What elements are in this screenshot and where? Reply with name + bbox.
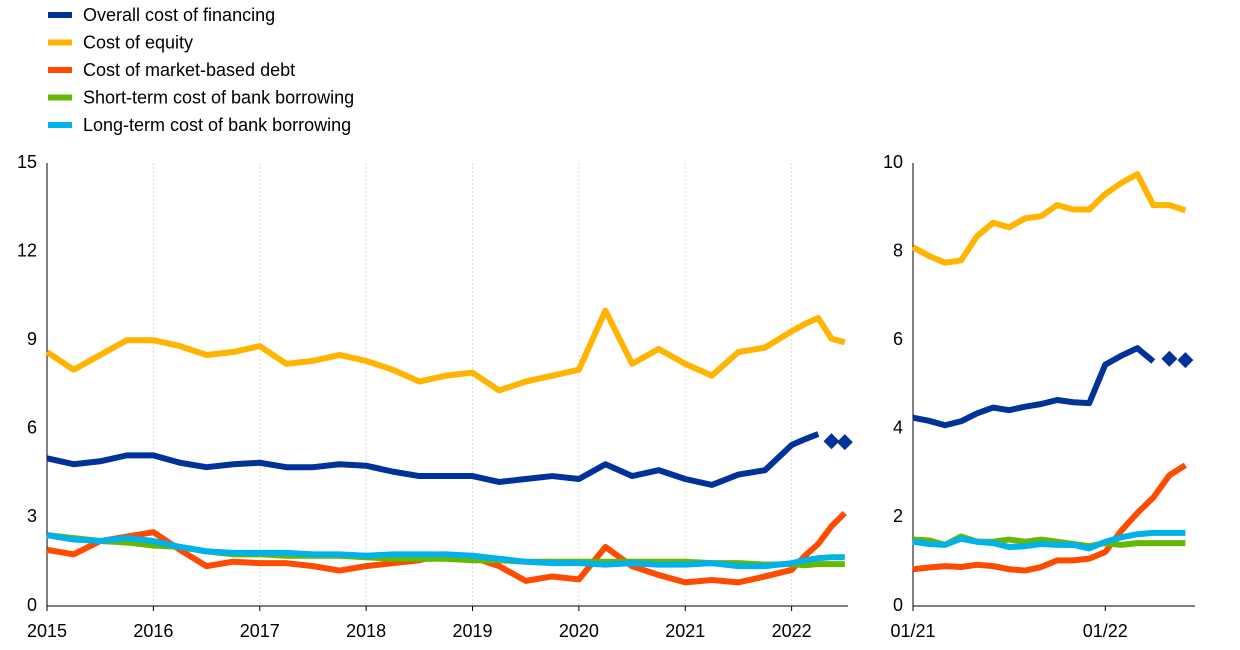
x-tick-label: 01/21: [890, 621, 935, 641]
series-line: [912, 462, 1187, 574]
series-line: [45, 307, 846, 394]
y-tick-label: 3: [27, 506, 37, 526]
y-tick-label: 0: [893, 595, 903, 615]
y-tick-label: 0: [27, 595, 37, 615]
marker: [1177, 352, 1194, 369]
legend-label: Cost of market-based debt: [83, 60, 295, 80]
x-tick-label: 2022: [772, 621, 812, 641]
marker: [1161, 350, 1178, 367]
x-tick-label: 2015: [27, 621, 67, 641]
x-tick-label: 2018: [346, 621, 386, 641]
series-line: [46, 532, 845, 570]
series-line: [911, 171, 1187, 266]
x-tick-label: 2019: [452, 621, 492, 641]
x-tick-label: 2017: [240, 621, 280, 641]
series-line: [912, 529, 1186, 552]
legend-label: Cost of equity: [83, 32, 193, 52]
y-tick-label: 2: [893, 506, 903, 526]
x-tick-label: 2016: [133, 621, 173, 641]
legend-label: Long-term cost of bank borrowing: [83, 115, 351, 135]
y-tick-label: 6: [27, 418, 37, 438]
marker: [823, 433, 840, 450]
y-tick-label: 9: [27, 329, 37, 349]
legend-label: Overall cost of financing: [83, 5, 275, 25]
legend-label: Short-term cost of bank borrowing: [83, 87, 354, 107]
series-line: [912, 345, 1156, 429]
marker: [836, 434, 853, 451]
y-tick-label: 15: [17, 152, 37, 172]
y-tick-label: 8: [893, 240, 903, 260]
y-tick-label: 4: [893, 418, 903, 438]
series-line: [46, 431, 820, 488]
x-tick-label: 2020: [559, 621, 599, 641]
y-tick-label: 12: [17, 240, 37, 260]
y-tick-label: 10: [883, 152, 903, 172]
x-tick-label: 01/22: [1083, 621, 1128, 641]
y-tick-label: 6: [893, 329, 903, 349]
x-tick-label: 2021: [665, 621, 705, 641]
